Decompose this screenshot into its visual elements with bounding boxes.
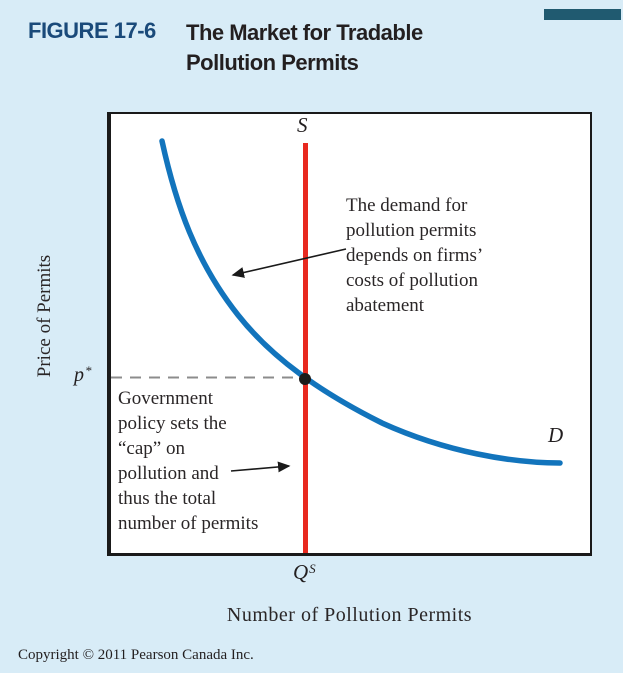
figure-title: The Market for Tradable Pollution Permit…: [186, 18, 423, 78]
demand-annotation-arrow: [231, 248, 347, 278]
y-axis-title: Price of Permits: [34, 254, 55, 378]
copyright-line: Copyright © 2011 Pearson Canada Inc.: [18, 647, 254, 663]
figure-number-label: FIGURE 17-6: [28, 18, 156, 43]
supply-curve-label: S: [297, 113, 308, 137]
plot-area: [107, 112, 592, 556]
figure-title-line1: The Market for Tradable: [186, 20, 423, 45]
demand-annotation: The demand for pollution permits depends…: [346, 195, 484, 316]
cap-quantity-label: QS: [293, 560, 316, 584]
figure-title-line2: Pollution Permits: [186, 50, 359, 75]
cap-annotation-arrow: [230, 461, 291, 473]
demand-curve: [159, 138, 563, 466]
equilibrium-point: [299, 373, 311, 385]
equilibrium-price-label: p*: [74, 363, 92, 386]
x-axis-title: Number of Pollution Permits: [226, 604, 473, 626]
government-cap-annotation: Government policy sets the “cap” on poll…: [118, 388, 259, 534]
demand-curve-label: D: [548, 423, 564, 447]
header-accent-bar: [544, 9, 621, 20]
